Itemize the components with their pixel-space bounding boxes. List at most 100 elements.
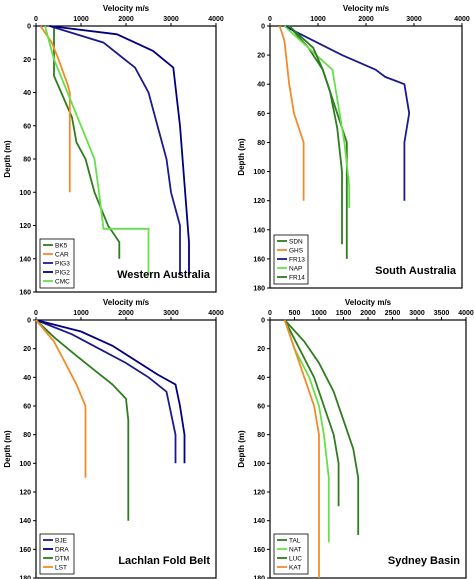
y-tick-label: 140	[19, 518, 31, 525]
y-axis-title: Depth (m)	[237, 430, 246, 468]
legend-label: LUC	[289, 555, 302, 562]
series-line	[53, 26, 121, 259]
y-tick-label: 40	[257, 82, 265, 89]
y-tick-label: 60	[257, 404, 265, 411]
y-tick-label: 100	[253, 461, 265, 468]
legend-label: PIG3	[55, 260, 70, 267]
series-line	[288, 25, 343, 245]
series-line	[49, 25, 190, 276]
chart-panel: Velocity m/s0 500 1000 1500 2000 2500 3000 3500…	[237, 298, 474, 579]
x-tick-label: 0	[34, 16, 38, 23]
x-axis-title: Velocity m/s	[103, 4, 150, 13]
x-tick-label: 0	[34, 310, 38, 317]
x-axis-title: Velocity m/s	[343, 4, 390, 13]
x-tick-label: 500	[289, 310, 301, 317]
series-line	[283, 25, 351, 208]
series-line	[35, 319, 130, 521]
y-tick-label: 0	[261, 24, 265, 31]
y-tick-label: 100	[253, 169, 265, 176]
series-line	[39, 25, 71, 193]
series-line	[278, 25, 305, 201]
x-tick-label: 4000	[458, 310, 474, 317]
y-tick-label: 20	[257, 53, 265, 60]
series-line	[35, 319, 87, 478]
y-tick-label: 140	[19, 256, 31, 263]
x-tick-label: 4000	[454, 16, 470, 23]
x-tick-label: 2000	[358, 16, 374, 23]
legend-label: FR14	[289, 274, 305, 281]
x-tick-label: 3000	[409, 310, 425, 317]
legend-label: CAR	[55, 251, 69, 258]
y-tick-label: 0	[27, 24, 31, 31]
y-tick-label: 0	[261, 318, 265, 325]
x-tick-label: 0	[268, 16, 272, 23]
y-tick-label: 120	[253, 198, 265, 205]
y-tick-label: 0	[27, 318, 31, 325]
x-tick-label: 1500	[336, 310, 352, 317]
y-axis-title: Depth (m)	[3, 430, 12, 468]
x-tick-label: 3000	[406, 16, 422, 23]
region-title: South Australia	[375, 265, 457, 277]
x-tick-label: 2000	[118, 16, 134, 23]
y-tick-label: 120	[253, 490, 265, 497]
x-tick-label: 1000	[311, 310, 327, 317]
legend-label: KAT	[289, 564, 301, 571]
y-tick-label: 60	[23, 404, 31, 411]
y-tick-label: 160	[19, 290, 31, 297]
legend-label: FR13	[289, 256, 305, 263]
x-tick-label: 2000	[118, 310, 134, 317]
x-tick-label: 1000	[310, 16, 326, 23]
legend-label: BK5	[55, 242, 68, 249]
y-tick-label: 100	[19, 190, 31, 197]
legend-label: BJE	[55, 537, 68, 544]
y-tick-label: 120	[19, 490, 31, 497]
series-line	[44, 25, 150, 276]
series-line	[35, 319, 186, 464]
x-tick-label: 4000	[208, 310, 224, 317]
y-tick-label: 140	[253, 227, 265, 234]
region-title: Western Australia	[117, 269, 211, 281]
legend-label: LST	[55, 564, 67, 571]
y-tick-label: 80	[257, 140, 265, 147]
y-tick-label: 40	[23, 375, 31, 382]
x-axis-title: Velocity m/s	[103, 298, 150, 307]
x-tick-label: 2500	[385, 310, 401, 317]
x-tick-label: 4000	[208, 16, 224, 23]
series-line	[283, 319, 340, 507]
x-axis-title: Velocity m/s	[345, 298, 392, 307]
x-tick-label: 3000	[163, 16, 179, 23]
series-line	[284, 319, 360, 535]
legend-label: SDN	[289, 238, 303, 245]
y-tick-label: 160	[253, 256, 265, 263]
y-tick-label: 120	[19, 223, 31, 230]
legend-label: PIG2	[55, 269, 70, 276]
y-tick-label: 20	[23, 346, 31, 353]
y-tick-label: 40	[23, 90, 31, 97]
chart-panel: Velocity m/s 0 1000 2000 3000 4000 0 20 40 60 80 10…	[3, 4, 224, 297]
y-tick-label: 160	[19, 547, 31, 554]
x-tick-label: 0	[268, 310, 272, 317]
region-title: Lachlan Fold Belt	[118, 555, 210, 567]
x-tick-label: 3500	[434, 310, 450, 317]
x-tick-label: 1000	[73, 16, 89, 23]
y-tick-label: 20	[23, 57, 31, 64]
region-title: Sydney Basin	[388, 555, 460, 567]
y-tick-label: 80	[23, 432, 31, 439]
series-line	[49, 25, 181, 276]
y-tick-label: 180	[253, 286, 265, 293]
legend-label: GHS	[289, 247, 304, 254]
x-tick-label: 3000	[163, 310, 179, 317]
series-line	[283, 319, 320, 578]
x-tick-label: 2000	[360, 310, 376, 317]
y-tick-label: 80	[257, 432, 265, 439]
legend-label: NAT	[289, 546, 302, 553]
chart-panel: Velocity m/s 0 1000 2000 3000 4000 0 20 40 60 80 10…	[3, 298, 224, 579]
y-axis-title: Depth (m)	[3, 140, 12, 178]
series-line	[35, 319, 177, 464]
chart-panel: Velocity m/s 0 1000 2000 3000 4000 0 20 40 60 80 10…	[237, 4, 470, 293]
y-tick-label: 20	[257, 346, 265, 353]
y-tick-label: 60	[257, 111, 265, 118]
y-tick-label: 140	[253, 518, 265, 525]
series-line	[283, 25, 411, 201]
y-tick-label: 60	[23, 123, 31, 130]
